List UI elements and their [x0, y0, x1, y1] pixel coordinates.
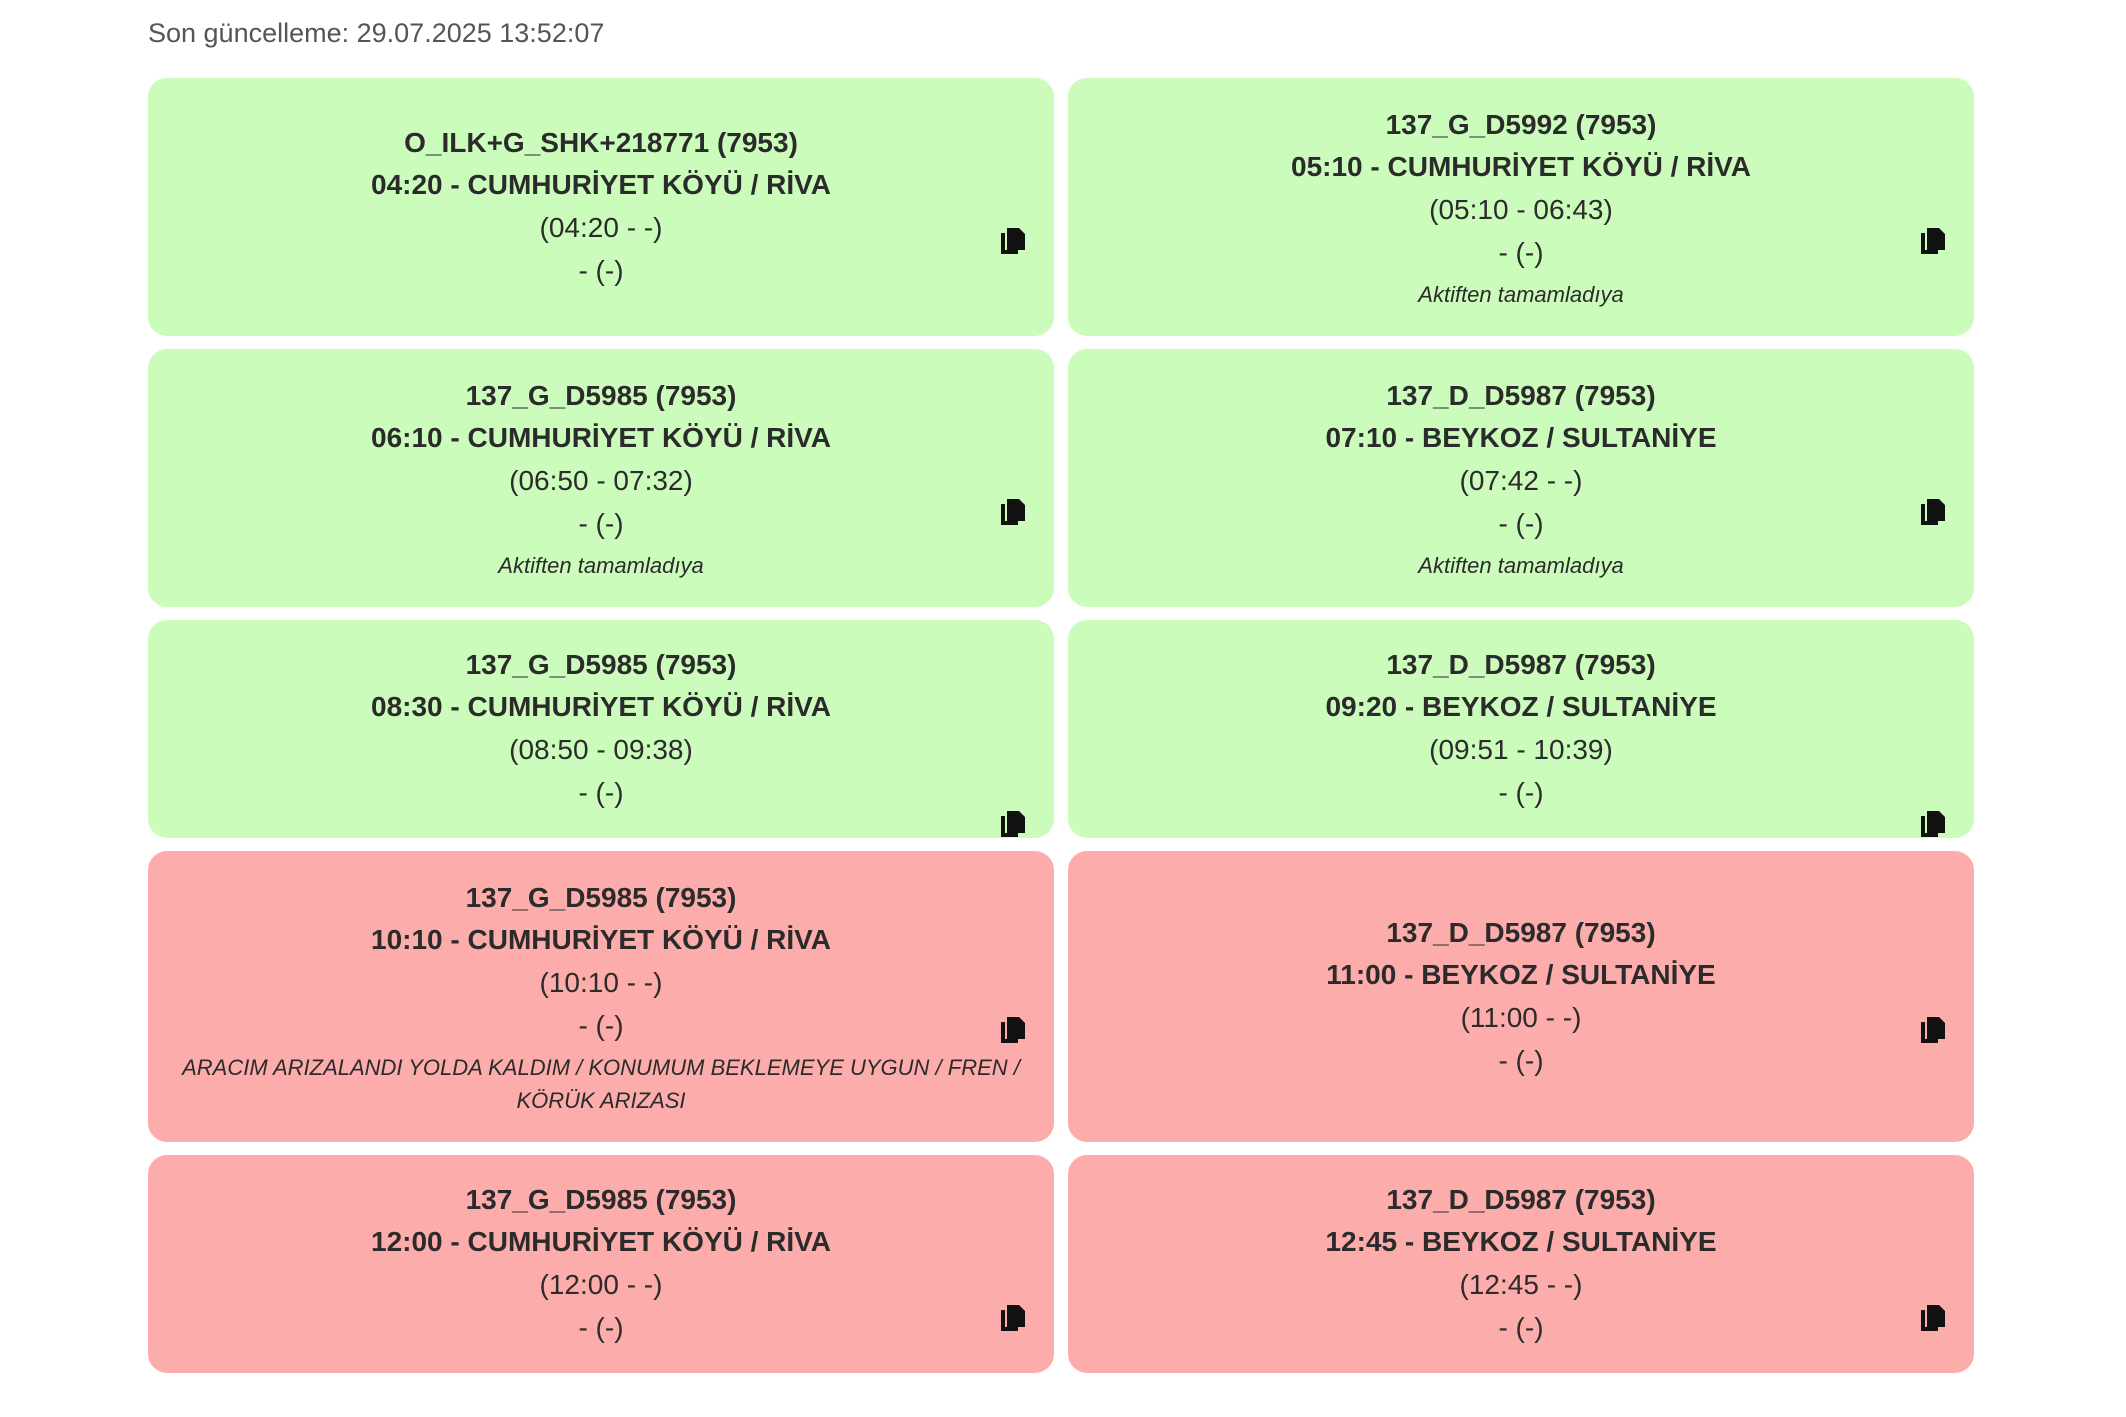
- last-update-text: Son güncelleme: 29.07.2025 13:52:07: [148, 18, 605, 48]
- trip-times: (07:42 - -): [1459, 464, 1583, 496]
- trip-code: 137_G_D5985 (7953): [465, 881, 737, 913]
- trip-route: 08:30 - CUMHURİYET KÖYÜ / RİVA: [371, 691, 831, 722]
- trip-card[interactable]: 137_D_D5987 (7953) 07:10 - BEYKOZ / SULTA…: [1068, 349, 1974, 607]
- trip-extra: - (-): [1498, 1312, 1544, 1343]
- trip-card[interactable]: 137_D_D5987 (7953) 12:45 - BEYKOZ / SULTA…: [1068, 1155, 1974, 1373]
- trip-times: (10:10 - -): [539, 966, 663, 998]
- trip-code: O_ILK+G_SHK+218771 (7953): [404, 127, 798, 158]
- copy-icon[interactable]: [999, 1303, 1027, 1333]
- trip-card[interactable]: 137_G_D5985 (7953) 08:30 - CUMHURİYET KÖY…: [148, 620, 1054, 838]
- trip-times: (11:00 - -): [1460, 1001, 1582, 1033]
- trip-note: Aktiften tamamladıya: [1418, 281, 1624, 307]
- trip-route: 05:10 - CUMHURİYET KÖYÜ / RİVA: [1291, 150, 1751, 182]
- copy-icon[interactable]: [999, 226, 1027, 256]
- trip-extra: - (-): [578, 507, 624, 539]
- trip-extra: - (-): [578, 255, 624, 286]
- trip-code: 137_D_D5987 (7953): [1386, 916, 1656, 948]
- trip-extra: - (-): [1498, 507, 1544, 539]
- trip-card[interactable]: 137_D_D5987 (7953) 11:00 - BEYKOZ / SULTA…: [1068, 851, 1974, 1142]
- trip-code: 137_D_D5987 (7953): [1386, 379, 1656, 411]
- trip-note: ARACIM ARIZALANDI YOLDA KALDIM / KONUMUM…: [182, 1054, 1020, 1113]
- trip-card[interactable]: 137_G_D5985 (7953) 12:00 - CUMHURİYET KÖY…: [148, 1155, 1054, 1373]
- trip-times: (08:50 - 09:38): [509, 734, 693, 765]
- trip-note: Aktiften tamamladıya: [498, 552, 704, 578]
- trip-code: 137_G_D5985 (7953): [465, 1184, 737, 1215]
- trip-extra: - (-): [1498, 777, 1544, 808]
- trip-extra: - (-): [578, 1009, 624, 1041]
- trip-route: 09:20 - BEYKOZ / SULTANİYE: [1325, 691, 1717, 722]
- copy-icon[interactable]: [1919, 1015, 1947, 1045]
- copy-icon[interactable]: [1919, 497, 1947, 527]
- trip-times: (06:50 - 07:32): [509, 464, 693, 496]
- trip-code: 137_G_D5992 (7953): [1385, 108, 1657, 140]
- copy-icon[interactable]: [999, 809, 1027, 839]
- trip-extra: - (-): [578, 1312, 624, 1343]
- trip-code: 137_G_D5985 (7953): [465, 379, 737, 411]
- copy-icon[interactable]: [1919, 1303, 1947, 1333]
- trip-extra: - (-): [578, 777, 624, 808]
- trip-route: 10:10 - CUMHURİYET KÖYÜ / RİVA: [371, 923, 831, 955]
- trip-route: 12:45 - BEYKOZ / SULTANİYE: [1325, 1226, 1717, 1257]
- trip-card[interactable]: 137_G_D5985 (7953) 10:10 - CUMHURİYET KÖY…: [148, 851, 1054, 1142]
- trip-card[interactable]: 137_G_D5985 (7953) 06:10 - CUMHURİYET KÖY…: [148, 349, 1054, 607]
- trip-code: 137_D_D5987 (7953): [1386, 1184, 1656, 1215]
- trip-route: 06:10 - CUMHURİYET KÖYÜ / RİVA: [371, 421, 831, 453]
- trip-route: 07:10 - BEYKOZ / SULTANİYE: [1325, 421, 1717, 453]
- trip-extra: - (-): [1498, 236, 1544, 268]
- trip-times: (12:45 - -): [1459, 1269, 1583, 1300]
- trip-extra: - (-): [1498, 1044, 1544, 1076]
- trip-route: 04:20 - CUMHURİYET KÖYÜ / RİVA: [371, 169, 831, 200]
- copy-icon[interactable]: [1919, 226, 1947, 256]
- trip-note: Aktiften tamamladıya: [1418, 552, 1624, 578]
- copy-icon[interactable]: [999, 497, 1027, 527]
- trip-code: 137_D_D5987 (7953): [1386, 649, 1656, 680]
- trip-route: 12:00 - CUMHURİYET KÖYÜ / RİVA: [371, 1226, 831, 1257]
- copy-icon[interactable]: [1919, 809, 1947, 839]
- trip-times: (05:10 - 06:43): [1429, 193, 1613, 225]
- trip-route: 11:00 - BEYKOZ / SULTANİYE: [1326, 958, 1716, 990]
- trip-times: (09:51 - 10:39): [1429, 734, 1613, 765]
- copy-icon[interactable]: [999, 1015, 1027, 1045]
- trip-card[interactable]: 137_G_D5992 (7953) 05:10 - CUMHURİYET KÖY…: [1068, 78, 1974, 336]
- trip-times: (04:20 - -): [539, 212, 663, 243]
- trip-times: (12:00 - -): [539, 1269, 663, 1300]
- trip-card-grid: O_ILK+G_SHK+218771 (7953) 04:20 - CUMHURİ…: [148, 78, 1974, 1373]
- trip-code: 137_G_D5985 (7953): [465, 649, 737, 680]
- trip-card[interactable]: O_ILK+G_SHK+218771 (7953) 04:20 - CUMHURİ…: [148, 78, 1054, 336]
- trip-card[interactable]: 137_D_D5987 (7953) 09:20 - BEYKOZ / SULTA…: [1068, 620, 1974, 838]
